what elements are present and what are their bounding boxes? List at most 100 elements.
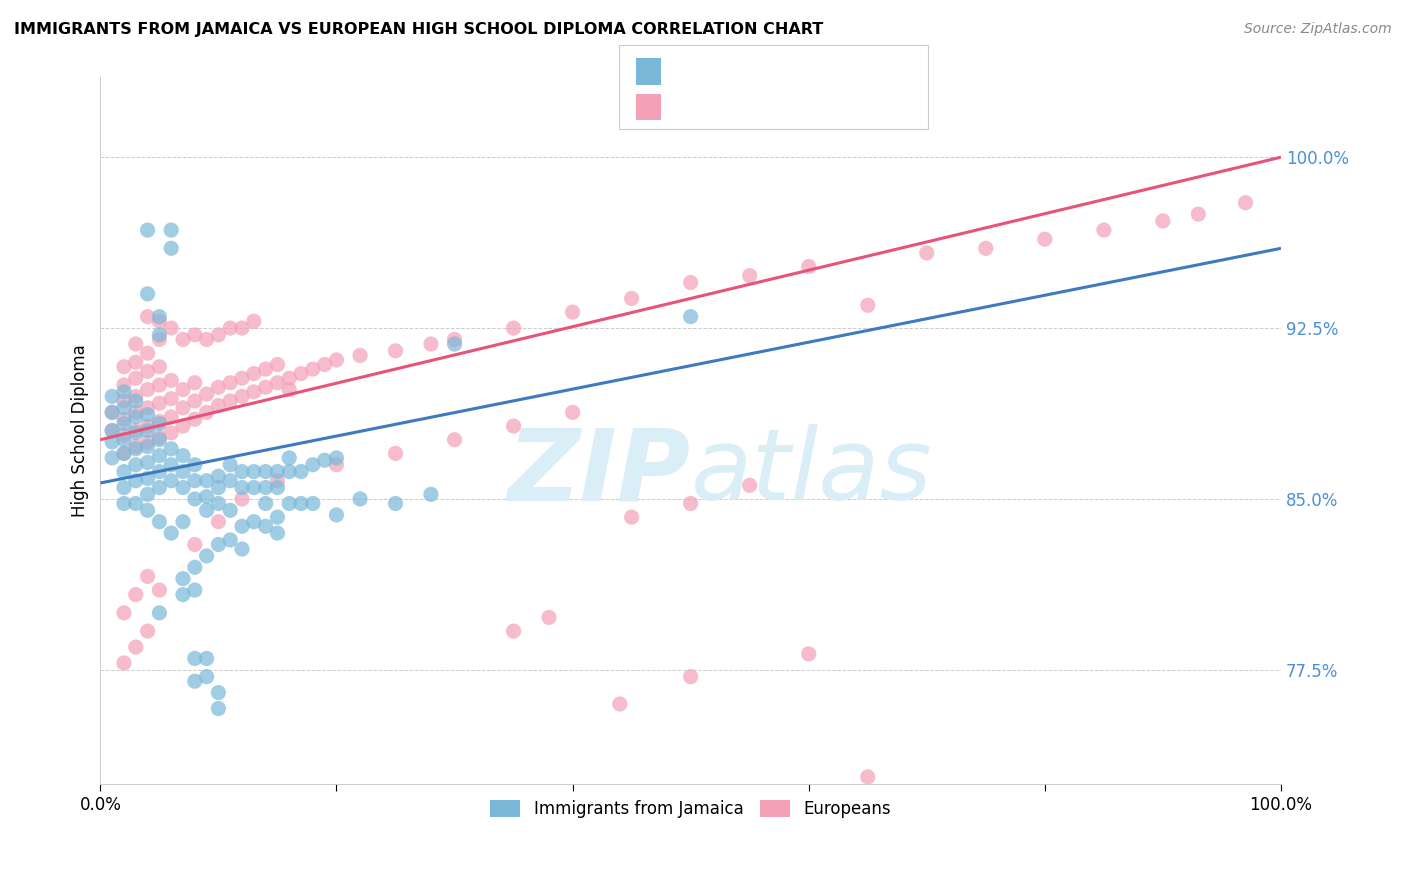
Point: [125, 588, 148, 602]
Point: [148, 449, 170, 463]
Point: [254, 519, 277, 533]
Point: [184, 583, 207, 598]
Point: [184, 394, 207, 409]
Point: [148, 310, 170, 324]
Y-axis label: High School Diploma: High School Diploma: [72, 344, 89, 517]
Point: [349, 348, 371, 362]
Point: [266, 474, 288, 488]
Point: [148, 433, 170, 447]
Point: [219, 376, 242, 390]
Point: [172, 449, 194, 463]
Point: [195, 387, 218, 401]
Point: [1092, 223, 1115, 237]
Text: atlas: atlas: [690, 425, 932, 522]
Point: [856, 298, 879, 312]
Point: [207, 469, 229, 483]
Text: R =: R =: [675, 62, 714, 80]
Point: [136, 310, 159, 324]
Point: [172, 588, 194, 602]
Point: [184, 537, 207, 551]
Text: 123: 123: [804, 98, 842, 116]
Point: [172, 383, 194, 397]
Point: [125, 409, 148, 424]
Point: [172, 401, 194, 415]
Point: [231, 465, 253, 479]
Point: [195, 651, 218, 665]
Point: [184, 560, 207, 574]
Point: [112, 384, 135, 399]
Point: [443, 433, 465, 447]
Point: [125, 371, 148, 385]
Point: [136, 408, 159, 422]
Point: [384, 496, 406, 510]
Point: [112, 606, 135, 620]
Text: 0.153: 0.153: [710, 62, 766, 80]
Point: [278, 450, 301, 465]
Point: [207, 481, 229, 495]
Point: [195, 490, 218, 504]
Point: [620, 292, 643, 306]
Point: [195, 405, 218, 419]
Point: [231, 542, 253, 557]
Point: [184, 376, 207, 390]
Point: [302, 362, 325, 376]
Point: [112, 496, 135, 510]
Point: [125, 440, 148, 454]
Point: [148, 430, 170, 444]
Point: [278, 371, 301, 385]
Point: [112, 394, 135, 409]
Point: [679, 670, 702, 684]
Point: [231, 519, 253, 533]
Point: [172, 481, 194, 495]
Point: [738, 268, 761, 283]
Point: [314, 453, 336, 467]
Point: [207, 515, 229, 529]
Point: [160, 442, 183, 456]
Point: [148, 465, 170, 479]
Point: [195, 474, 218, 488]
Point: [148, 396, 170, 410]
Point: [136, 424, 159, 438]
Point: [136, 487, 159, 501]
Point: [207, 380, 229, 394]
Point: [243, 384, 266, 399]
Point: [148, 314, 170, 328]
Point: [101, 424, 124, 438]
Point: [314, 358, 336, 372]
Point: [112, 378, 135, 392]
Point: [266, 376, 288, 390]
Point: [160, 409, 183, 424]
Point: [101, 389, 124, 403]
Point: [266, 358, 288, 372]
Point: [278, 465, 301, 479]
Point: [172, 515, 194, 529]
Point: [125, 394, 148, 409]
Point: [325, 450, 347, 465]
Point: [148, 359, 170, 374]
Point: [325, 458, 347, 472]
Point: [112, 465, 135, 479]
Point: [195, 503, 218, 517]
Point: [561, 305, 583, 319]
Point: [537, 610, 560, 624]
Point: [738, 478, 761, 492]
Legend: Immigrants from Jamaica, Europeans: Immigrants from Jamaica, Europeans: [484, 793, 897, 825]
Point: [125, 425, 148, 440]
Point: [349, 491, 371, 506]
Point: [502, 419, 524, 434]
Point: [125, 496, 148, 510]
Point: [502, 321, 524, 335]
Point: [101, 405, 124, 419]
Point: [561, 405, 583, 419]
Point: [243, 367, 266, 381]
Point: [195, 333, 218, 347]
Point: [148, 583, 170, 598]
Point: [136, 569, 159, 583]
Point: [112, 481, 135, 495]
Point: [609, 697, 631, 711]
Point: [974, 241, 997, 255]
Point: [148, 415, 170, 429]
Text: ZIP: ZIP: [508, 425, 690, 522]
Point: [160, 425, 183, 440]
Point: [1234, 195, 1257, 210]
